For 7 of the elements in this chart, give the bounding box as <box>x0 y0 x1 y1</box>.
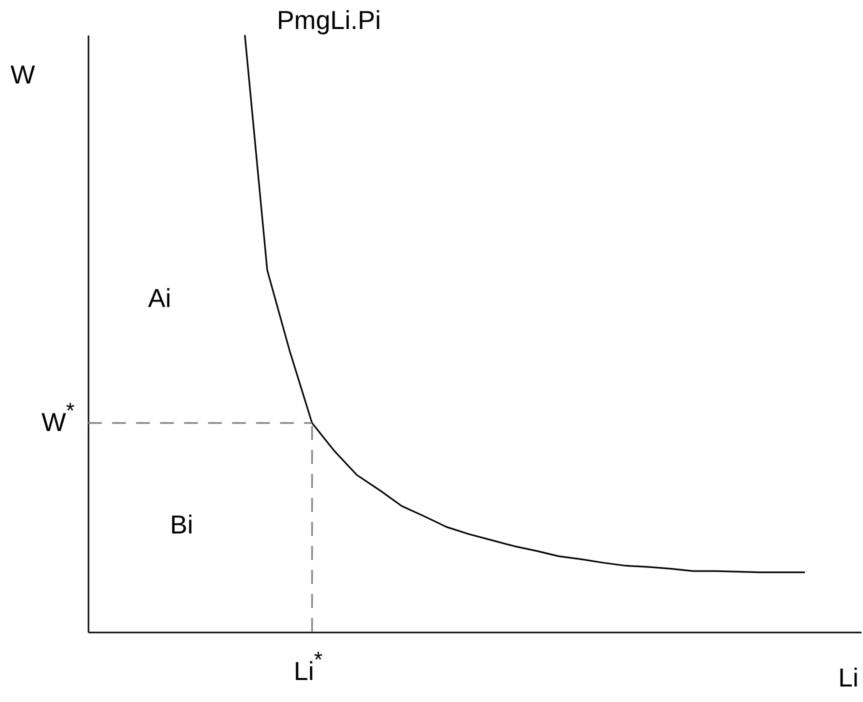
x-axis-title: Li <box>838 662 858 692</box>
series-label: PmgLi.Pi <box>276 5 381 35</box>
text: Li* <box>294 647 323 686</box>
annotation: Bi <box>170 509 194 540</box>
ref-line-label: W* <box>41 398 75 438</box>
annotation: Ai <box>148 282 172 313</box>
y-axis-title: W <box>10 60 36 90</box>
